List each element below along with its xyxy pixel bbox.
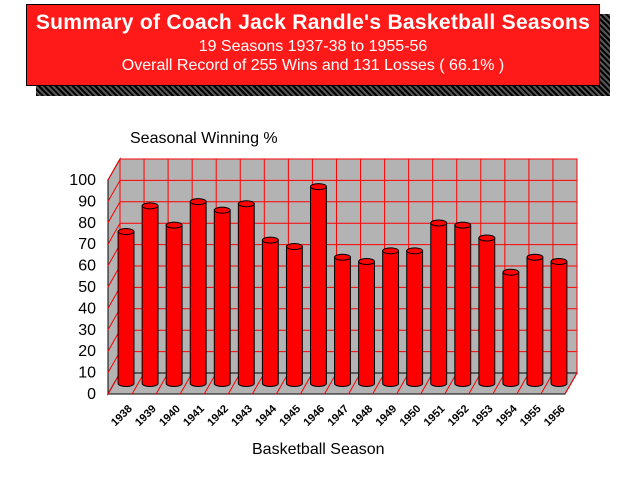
bar-1943 (237, 200, 255, 387)
y-tick-label: 90 (78, 193, 96, 210)
bar-1949 (382, 247, 400, 387)
x-tick-label: 1940 (157, 403, 183, 429)
x-tick-label: 1945 (277, 403, 303, 429)
x-tick-label: 1939 (133, 403, 159, 429)
bar-1938 (117, 228, 135, 387)
x-tick-label: 1951 (422, 403, 448, 429)
x-tick-label: 1954 (494, 402, 520, 428)
bar-1941 (189, 198, 207, 387)
y-tick-label: 70 (78, 236, 96, 253)
bar-1950 (406, 247, 424, 387)
x-tick-label: 1943 (229, 403, 255, 429)
y-axis-title: Seasonal Winning % (130, 130, 278, 147)
y-tick-label: 40 (78, 300, 96, 317)
x-tick-label: 1942 (205, 403, 231, 429)
x-tick-label: 1941 (181, 403, 207, 429)
bar-1947 (334, 253, 351, 387)
bar-1951 (430, 219, 448, 387)
y-tick-label: 10 (78, 365, 96, 382)
y-tick-label: 60 (78, 258, 96, 275)
bar-1946 (310, 183, 327, 387)
x-tick-label: 1956 (542, 403, 568, 429)
chart-subtitle: 19 Seasons 1937-38 to 1955-56 (198, 38, 428, 55)
x-tick-label: 1953 (470, 403, 496, 429)
bar-1939 (141, 202, 159, 387)
bar-1948 (358, 258, 375, 387)
bar-1954 (502, 268, 520, 387)
y-tick-label: 100 (69, 172, 96, 189)
gridline (107, 201, 121, 224)
overall-record: Overall Record of 255 Wins and 131 Losse… (121, 57, 505, 74)
x-tick-label: 1947 (325, 403, 351, 429)
x-tick-label: 1950 (398, 403, 424, 429)
x-axis-title: Basketball Season (252, 441, 385, 458)
bar-1956 (550, 258, 568, 387)
gridline (564, 372, 578, 395)
y-tick-label: 50 (78, 279, 96, 296)
y-tick-label: 30 (78, 322, 96, 339)
x-tick-label: 1952 (446, 403, 472, 429)
y-tick-label: 0 (87, 386, 96, 403)
bar-1955 (526, 253, 544, 387)
x-tick-label: 1948 (350, 403, 376, 429)
x-tick-label: 1944 (253, 402, 279, 428)
bar-1944 (261, 236, 279, 387)
bar-1945 (285, 243, 303, 387)
x-tick-label: 1938 (109, 403, 135, 429)
gridline (107, 222, 121, 245)
y-tick-label: 20 (78, 343, 96, 360)
bar-1953 (478, 234, 496, 387)
title-banner: Summary of Coach Jack Randle's Basketbal… (26, 4, 600, 86)
y-tick-label: 80 (78, 215, 96, 232)
bar-1952 (454, 221, 472, 387)
bar-1942 (213, 206, 231, 387)
bar-1940 (165, 221, 183, 387)
x-tick-label: 1946 (301, 403, 327, 429)
chart-title: Summary of Coach Jack Randle's Basketbal… (35, 11, 591, 34)
x-tick-label: 1955 (518, 403, 544, 429)
gridline (107, 180, 121, 202)
gridline (107, 158, 121, 181)
x-tick-label: 1949 (374, 403, 400, 429)
